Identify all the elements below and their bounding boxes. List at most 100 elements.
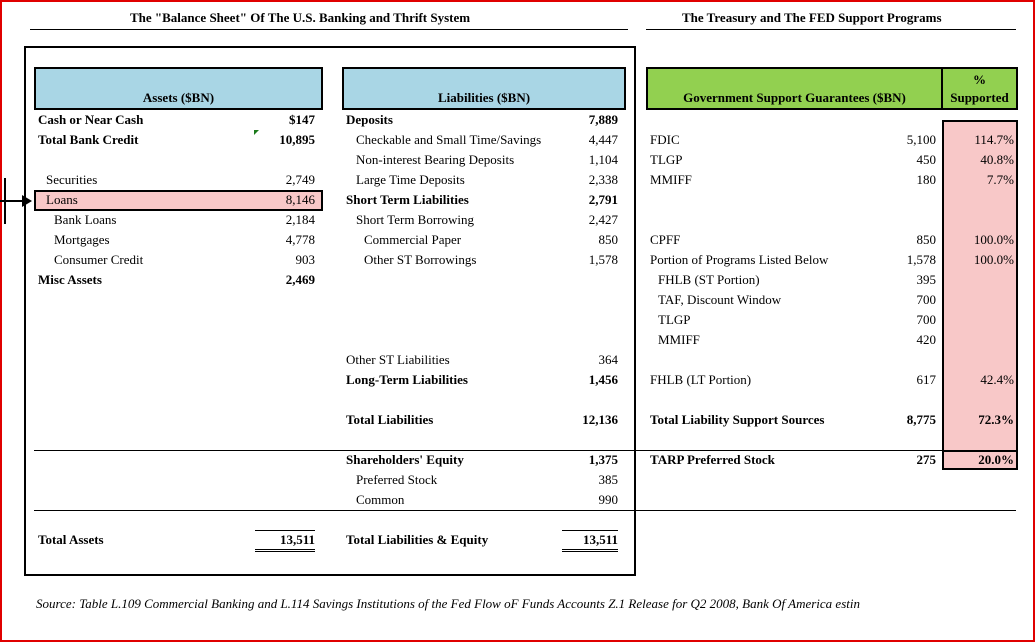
other-st-borrowings-label: Other ST Borrowings <box>364 252 477 267</box>
mmiff-value: 180 <box>916 172 937 187</box>
mmiff2-label: MMIFF <box>658 332 700 347</box>
fdic-label: FDIC <box>650 132 680 147</box>
deposits-value: 7,889 <box>588 112 618 127</box>
pct-header-symbol: % <box>973 71 986 87</box>
mmiff2-value: 420 <box>916 332 937 347</box>
total-assets-label: Total Assets <box>38 532 104 547</box>
cash-value: $147 <box>289 112 315 127</box>
consumer-value: 903 <box>295 252 316 267</box>
equity-label: Shareholders' Equity <box>346 452 464 467</box>
assets-header-label: Assets ($BN) <box>142 90 215 105</box>
consumer-label: Consumer Credit <box>54 252 144 267</box>
tarp-label: TARP Preferred Stock <box>650 452 775 467</box>
fhlb-lt-pct: 42.4% <box>980 372 1014 387</box>
common-value: 990 <box>598 492 619 507</box>
checkable-value: 4,447 <box>588 132 618 147</box>
portion-label: Portion of Programs Listed Below <box>650 252 829 267</box>
tlgp2-label: TLGP <box>658 312 691 327</box>
misc-value: 2,469 <box>285 272 315 287</box>
liabilities-header-label: Liabilities ($BN) <box>437 90 531 105</box>
support-total-label: Total Liability Support Sources <box>650 412 825 427</box>
credit-label: Total Bank Credit <box>38 132 139 147</box>
noninterest-label: Non-interest Bearing Deposits <box>356 152 515 167</box>
pct-column-divider <box>942 450 1018 452</box>
gov-header: Government Support Guarantees ($BN) <box>646 67 943 110</box>
portion-value: 1,578 <box>906 252 936 267</box>
lt-liabilities-label: Long-Term Liabilities <box>346 372 468 387</box>
common-label: Common <box>356 492 405 507</box>
tle-label: Total Liabilities & Equity <box>346 532 489 547</box>
cash-label: Cash or Near Cash <box>38 112 144 127</box>
total-liabilities-label: Total Liabilities <box>346 412 434 427</box>
credit-value: 10,895 <box>279 132 315 147</box>
preferred-value: 385 <box>598 472 619 487</box>
total-assets-value: 13,511 <box>255 530 315 552</box>
noninterest-value: 1,104 <box>588 152 618 167</box>
arrow-right-icon <box>22 195 32 207</box>
loans-value: 8,146 <box>285 192 315 207</box>
mmiff-pct: 7.7% <box>986 172 1014 187</box>
cpff-value: 850 <box>916 232 937 247</box>
lt-liabilities-value: 1,456 <box>588 372 618 387</box>
pct-header: % Supported <box>941 67 1018 110</box>
arrow-bar <box>4 178 6 224</box>
fhlb-st-label: FHLB (ST Portion) <box>658 272 760 287</box>
commercial-paper-value: 850 <box>598 232 619 247</box>
tarp-value: 275 <box>916 452 937 467</box>
portion-pct: 100.0% <box>973 252 1014 267</box>
fhlb-lt-label: FHLB (LT Portion) <box>650 372 752 387</box>
support-total-value: 8,775 <box>906 412 936 427</box>
fdic-value: 5,100 <box>906 132 936 147</box>
commercial-paper-label: Commercial Paper <box>364 232 462 247</box>
balance-sheet-title: The "Balance Sheet" Of The U.S. Banking … <box>130 10 471 25</box>
cpff-label: CPFF <box>650 232 681 247</box>
balance-sheet-box <box>24 46 636 576</box>
liabilities-header: Liabilities ($BN) <box>342 67 626 110</box>
securities-value: 2,749 <box>285 172 315 187</box>
bank-loans-value: 2,184 <box>285 212 315 227</box>
tarp-pct: 20.0% <box>978 452 1014 467</box>
other-st-borrowings-value: 1,578 <box>588 252 618 267</box>
tlgp-pct: 40.8% <box>980 152 1014 167</box>
deposits-label: Deposits <box>346 112 393 127</box>
tlgp-label: TLGP <box>650 152 683 167</box>
cell-comment-marker <box>254 130 259 135</box>
assets-header: Assets ($BN) <box>34 67 323 110</box>
other-st-liabilities-value: 364 <box>598 352 619 367</box>
title-underline-right <box>646 29 1016 30</box>
fhlb-lt-value: 617 <box>916 372 937 387</box>
support-title: The Treasury and The FED Support Program… <box>682 10 942 25</box>
st-liabilities-value: 2,791 <box>588 192 618 207</box>
tlgp2-value: 700 <box>916 312 937 327</box>
title-underline-left <box>30 29 628 30</box>
mmiff-label: MMIFF <box>650 172 692 187</box>
loans-label: Loans <box>46 192 78 207</box>
bank-loans-label: Bank Loans <box>54 212 117 227</box>
fdic-pct: 114.7% <box>974 132 1014 147</box>
fhlb-st-value: 395 <box>916 272 937 287</box>
checkable-label: Checkable and Small Time/Savings <box>356 132 542 147</box>
total-liabilities-value: 12,136 <box>582 412 618 427</box>
securities-label: Securities <box>46 172 98 187</box>
support-total-pct: 72.3% <box>978 412 1014 427</box>
misc-label: Misc Assets <box>38 272 102 287</box>
other-st-liabilities-label: Other ST Liabilities <box>346 352 450 367</box>
source-note: Source: Table L.109 Commercial Banking a… <box>36 596 860 611</box>
mortgages-label: Mortgages <box>54 232 110 247</box>
equity-divider <box>34 450 1016 451</box>
pct-header-label: Supported <box>950 89 1009 105</box>
st-borrowing-value: 2,427 <box>588 212 618 227</box>
gov-header-label: Government Support Guarantees ($BN) <box>683 90 906 105</box>
st-borrowing-label: Short Term Borrowing <box>356 212 475 227</box>
totals-divider <box>34 510 1016 511</box>
taf-value: 700 <box>916 292 937 307</box>
equity-value: 1,375 <box>588 452 618 467</box>
cpff-pct: 100.0% <box>973 232 1014 247</box>
pct-highlight-column <box>942 120 1018 470</box>
tlgp-value: 450 <box>916 152 937 167</box>
loans-highlight-row <box>34 190 323 211</box>
tle-value: 13,511 <box>562 530 618 552</box>
preferred-label: Preferred Stock <box>356 472 438 487</box>
taf-label: TAF, Discount Window <box>658 292 782 307</box>
